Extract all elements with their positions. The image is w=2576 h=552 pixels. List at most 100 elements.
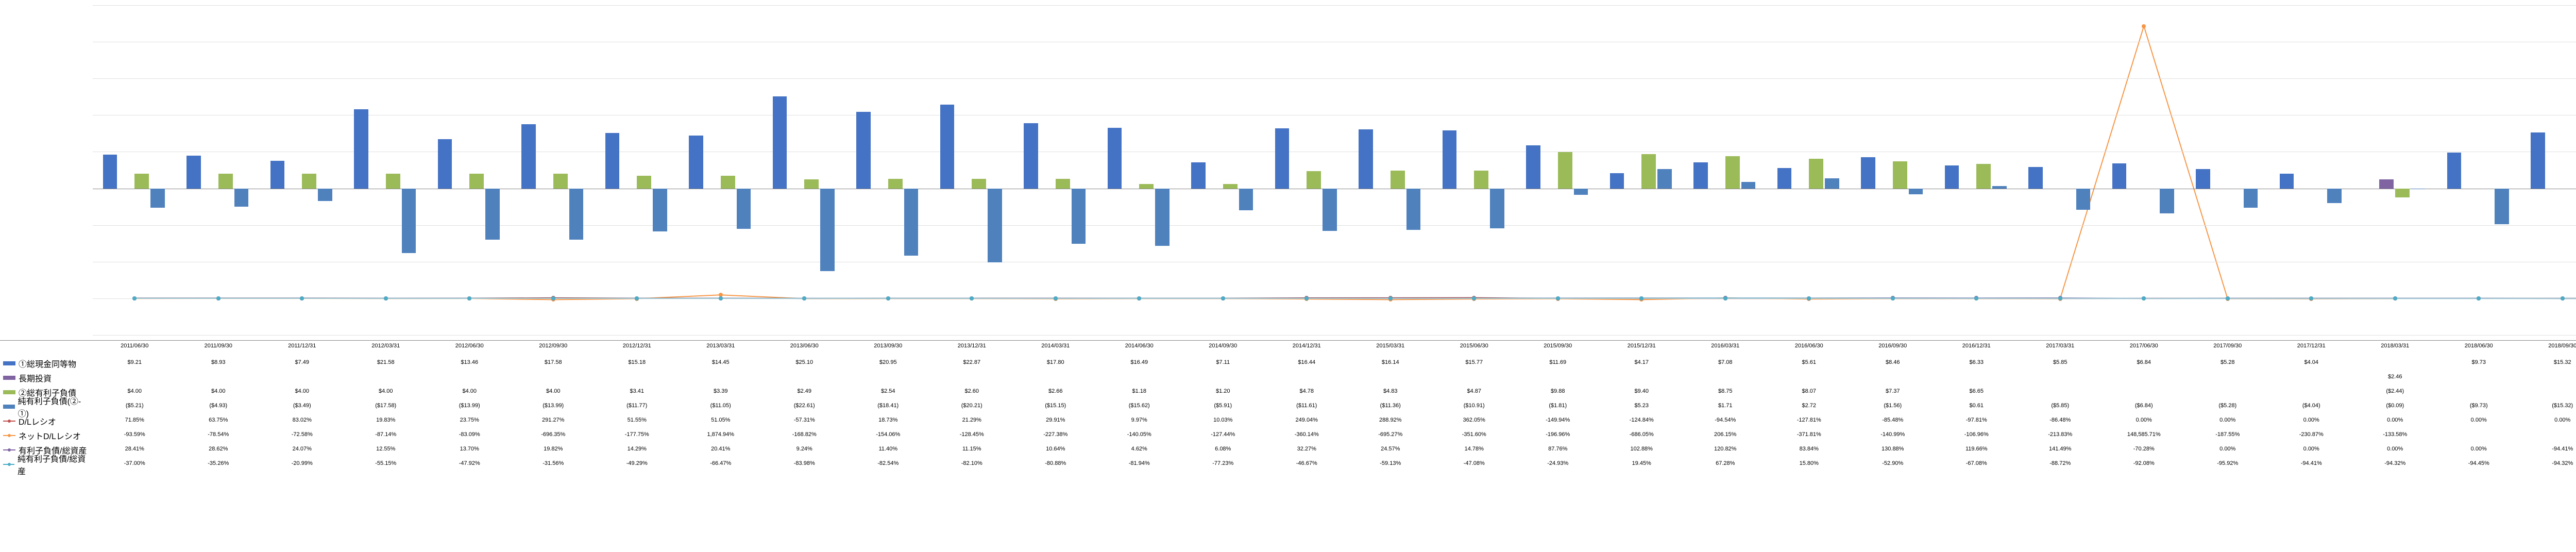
legend-cash: ①総現金同等物 (0, 356, 88, 371)
bar-cash (1693, 162, 1708, 188)
cell-dl: 71.85% (93, 417, 177, 423)
marker-netdebt_assets (1891, 296, 1895, 300)
cell-longterm: $2.46 (2353, 374, 2437, 380)
cell-netdl: -127.44% (1181, 431, 1265, 438)
cell-debt: $2.54 (846, 388, 930, 394)
period-header: 2014/06/30 (1097, 343, 1181, 349)
marker-netdebt_assets (2058, 296, 2062, 300)
bar-debt (804, 179, 819, 189)
cell-netdebt_assets: -24.93% (1516, 460, 1600, 466)
bar-debt (1056, 179, 1070, 189)
bar-debt (1391, 171, 1405, 188)
cell-netdebt_assets: -92.08% (2102, 460, 2186, 466)
cell-cash: $13.46 (428, 359, 512, 365)
cell-debt_assets: 102.88% (1600, 446, 1684, 452)
cell-debt: $4.00 (344, 388, 428, 394)
marker-netdebt_assets (1221, 296, 1225, 300)
cell-debt: $4.00 (428, 388, 512, 394)
cell-netdebt_assets: -83.98% (762, 460, 846, 466)
cell-cash: $6.84 (2102, 359, 2186, 365)
bar-cash (2447, 153, 2462, 188)
cell-dl: -94.54% (1684, 417, 1768, 423)
cell-debt_assets: 0.00% (2186, 446, 2270, 452)
bar-cash (2280, 174, 2294, 189)
bar-netdebt (2076, 189, 2091, 210)
cell-debt_assets: 24.57% (1349, 446, 1433, 452)
bar-debt (1139, 184, 1154, 188)
cell-cash: $7.08 (1684, 359, 1768, 365)
bar-netdebt (2244, 189, 2258, 208)
bar-cash (940, 105, 955, 189)
cell-debt_assets: 12.55% (344, 446, 428, 452)
bar-debt (1641, 154, 1656, 189)
cell-netdebt: ($13.99) (512, 403, 596, 409)
cell-dl: -149.94% (1516, 417, 1600, 423)
cell-debt: $2.66 (1014, 388, 1098, 394)
cell-cash: $9.73 (2437, 359, 2521, 365)
bar-netdebt (234, 189, 249, 207)
cell-netdl: -106.96% (1935, 431, 2019, 438)
cell-dl: 23.75% (428, 417, 512, 423)
cell-dl: -86.48% (2019, 417, 2103, 423)
legend-netdebt_assets: 純有利子負債/総資産 (0, 457, 88, 472)
period-header: 2018/03/31 (2353, 343, 2437, 349)
bar-cash (1777, 168, 1792, 189)
cell-netdebt: ($10.91) (1432, 403, 1516, 409)
cell-netdl: -72.58% (260, 431, 344, 438)
bar-netdebt (2327, 189, 2342, 204)
bar-netdebt (737, 189, 751, 229)
marker-netdebt_assets (1974, 296, 1978, 300)
cell-netdl: -140.05% (1097, 431, 1181, 438)
cell-debt_assets: 0.00% (2437, 446, 2521, 452)
period-header: 2016/03/31 (1684, 343, 1768, 349)
legend-dl: D/Lレシオ (0, 414, 88, 428)
bar-debt (218, 174, 233, 188)
period-header: 2017/03/31 (2019, 343, 2103, 349)
period-header: 2013/12/31 (930, 343, 1014, 349)
period-header: 2011/12/31 (260, 343, 344, 349)
cell-netdebt_assets: -67.08% (1935, 460, 2019, 466)
cell-debt: $8.07 (1767, 388, 1851, 394)
cell-cash: $8.93 (177, 359, 261, 365)
cell-netdebt: ($20.21) (930, 403, 1014, 409)
cell-cash: $17.58 (512, 359, 596, 365)
cell-netdebt: ($22.61) (762, 403, 846, 409)
cell-dl: -57.31% (762, 417, 846, 423)
cell-dl: 0.00% (2437, 417, 2521, 423)
marker-netdebt_assets (1388, 296, 1393, 300)
bar-cash (438, 139, 452, 189)
cell-debt: ($2.44) (2353, 388, 2437, 394)
cell-netdl: -351.60% (1432, 431, 1516, 438)
cell-netdebt: ($18.41) (846, 403, 930, 409)
bar-netdebt (653, 189, 667, 232)
cell-cash: $16.14 (1349, 359, 1433, 365)
cell-netdebt_assets: -35.26% (177, 460, 261, 466)
bar-debt (1558, 152, 1572, 188)
cell-debt: $1.20 (1181, 388, 1265, 394)
cell-cash: $7.11 (1181, 359, 1265, 365)
cell-debt: $2.60 (930, 388, 1014, 394)
cell-debt_assets: 13.70% (428, 446, 512, 452)
cell-debt_assets: 11.40% (846, 446, 930, 452)
bar-cash (2196, 169, 2210, 189)
bar-debt (1809, 159, 1823, 188)
cell-netdebt: ($13.99) (428, 403, 512, 409)
cell-debt: $4.00 (260, 388, 344, 394)
cell-debt_assets: 0.00% (2269, 446, 2353, 452)
marker-netdebt_assets (216, 296, 221, 300)
marker-netdebt_assets (2561, 296, 2565, 300)
marker-netdebt_assets (300, 296, 304, 300)
cell-debt_assets: 141.49% (2019, 446, 2103, 452)
bar-cash (1610, 173, 1624, 189)
bar-netdebt (1072, 189, 1086, 244)
period-header: 2017/09/30 (2186, 343, 2270, 349)
bar-netdebt (1574, 189, 1588, 195)
cell-cash: $14.45 (679, 359, 763, 365)
cell-netdl: -154.06% (846, 431, 930, 438)
cell-dl: 51.05% (679, 417, 763, 423)
cell-netdebt: ($5.91) (1181, 403, 1265, 409)
cell-netdl: -213.83% (2019, 431, 2103, 438)
cell-netdebt: ($5.21) (93, 403, 177, 409)
cell-netdl: -196.96% (1516, 431, 1600, 438)
bar-debt (1976, 164, 1991, 188)
